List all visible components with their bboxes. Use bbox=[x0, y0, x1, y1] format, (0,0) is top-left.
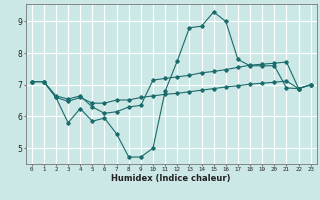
X-axis label: Humidex (Indice chaleur): Humidex (Indice chaleur) bbox=[111, 174, 231, 183]
